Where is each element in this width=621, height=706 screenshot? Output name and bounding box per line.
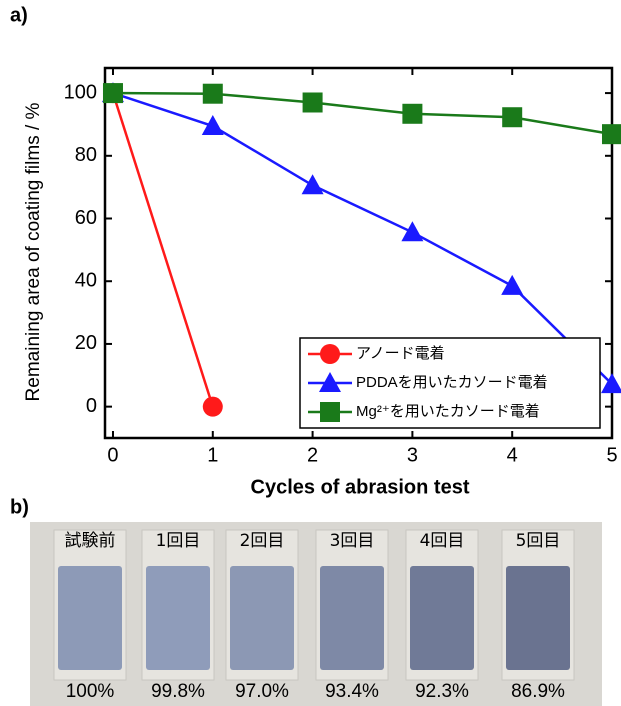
marker xyxy=(203,84,223,104)
x-tick-label: 5 xyxy=(606,444,617,466)
x-tick-label: 1 xyxy=(207,444,218,466)
y-tick-label: 100 xyxy=(64,81,97,103)
y-tick-label: 80 xyxy=(75,144,97,166)
x-tick-label: 3 xyxy=(407,444,418,466)
marker xyxy=(602,124,621,144)
legend-label: PDDAを用いたカソード電着 xyxy=(356,374,548,391)
y-tick-label: 0 xyxy=(86,395,97,417)
marker xyxy=(203,397,223,417)
marker xyxy=(320,344,340,364)
vial-film xyxy=(320,566,384,670)
x-tick-label: 4 xyxy=(507,444,518,466)
y-tick-label: 20 xyxy=(75,332,97,354)
vial-film xyxy=(146,566,210,670)
marker xyxy=(202,115,224,135)
series-line xyxy=(113,93,612,134)
marker xyxy=(302,174,324,194)
legend-label: Mg²⁺を用いたカソード電着 xyxy=(356,403,540,420)
panel-label: a) xyxy=(10,4,28,26)
photo-percentage: 99.8% xyxy=(151,681,205,702)
vial-film xyxy=(410,566,474,670)
photo-percentage: 86.9% xyxy=(511,681,565,702)
photo-percentage: 92.3% xyxy=(415,681,469,702)
x-tick-label: 0 xyxy=(107,444,118,466)
x-axis-label: Cycles of abrasion test xyxy=(251,476,470,498)
photo-label: 5回目 xyxy=(516,531,561,551)
photo-label: 試験前 xyxy=(65,531,116,551)
vial-film xyxy=(58,566,122,670)
marker xyxy=(103,83,123,103)
photo-percentage: 97.0% xyxy=(235,681,289,702)
y-tick-label: 60 xyxy=(75,207,97,229)
y-axis-label: Remaining area of coating films / % xyxy=(23,102,44,401)
photo-label: 4回目 xyxy=(420,531,465,551)
figure: a) Cycles of abrasion test Remaining are… xyxy=(0,0,621,706)
vial-film xyxy=(506,566,570,670)
legend-label: アノード電着 xyxy=(356,345,445,362)
series-line xyxy=(113,93,213,407)
photo-label: 3回目 xyxy=(330,531,375,551)
marker xyxy=(303,92,323,112)
photo-label: 1回目 xyxy=(156,531,201,551)
marker xyxy=(502,107,522,127)
marker xyxy=(501,275,523,295)
photo-percentage: 93.4% xyxy=(325,681,379,702)
x-tick-label: 2 xyxy=(307,444,318,466)
marker xyxy=(402,104,422,124)
marker xyxy=(320,402,340,422)
y-tick-label: 40 xyxy=(75,270,97,292)
vial-film xyxy=(230,566,294,670)
panel-label: b) xyxy=(10,496,29,518)
marker xyxy=(401,221,423,241)
photo-label: 2回目 xyxy=(240,531,285,551)
photo-percentage: 100% xyxy=(66,681,115,702)
